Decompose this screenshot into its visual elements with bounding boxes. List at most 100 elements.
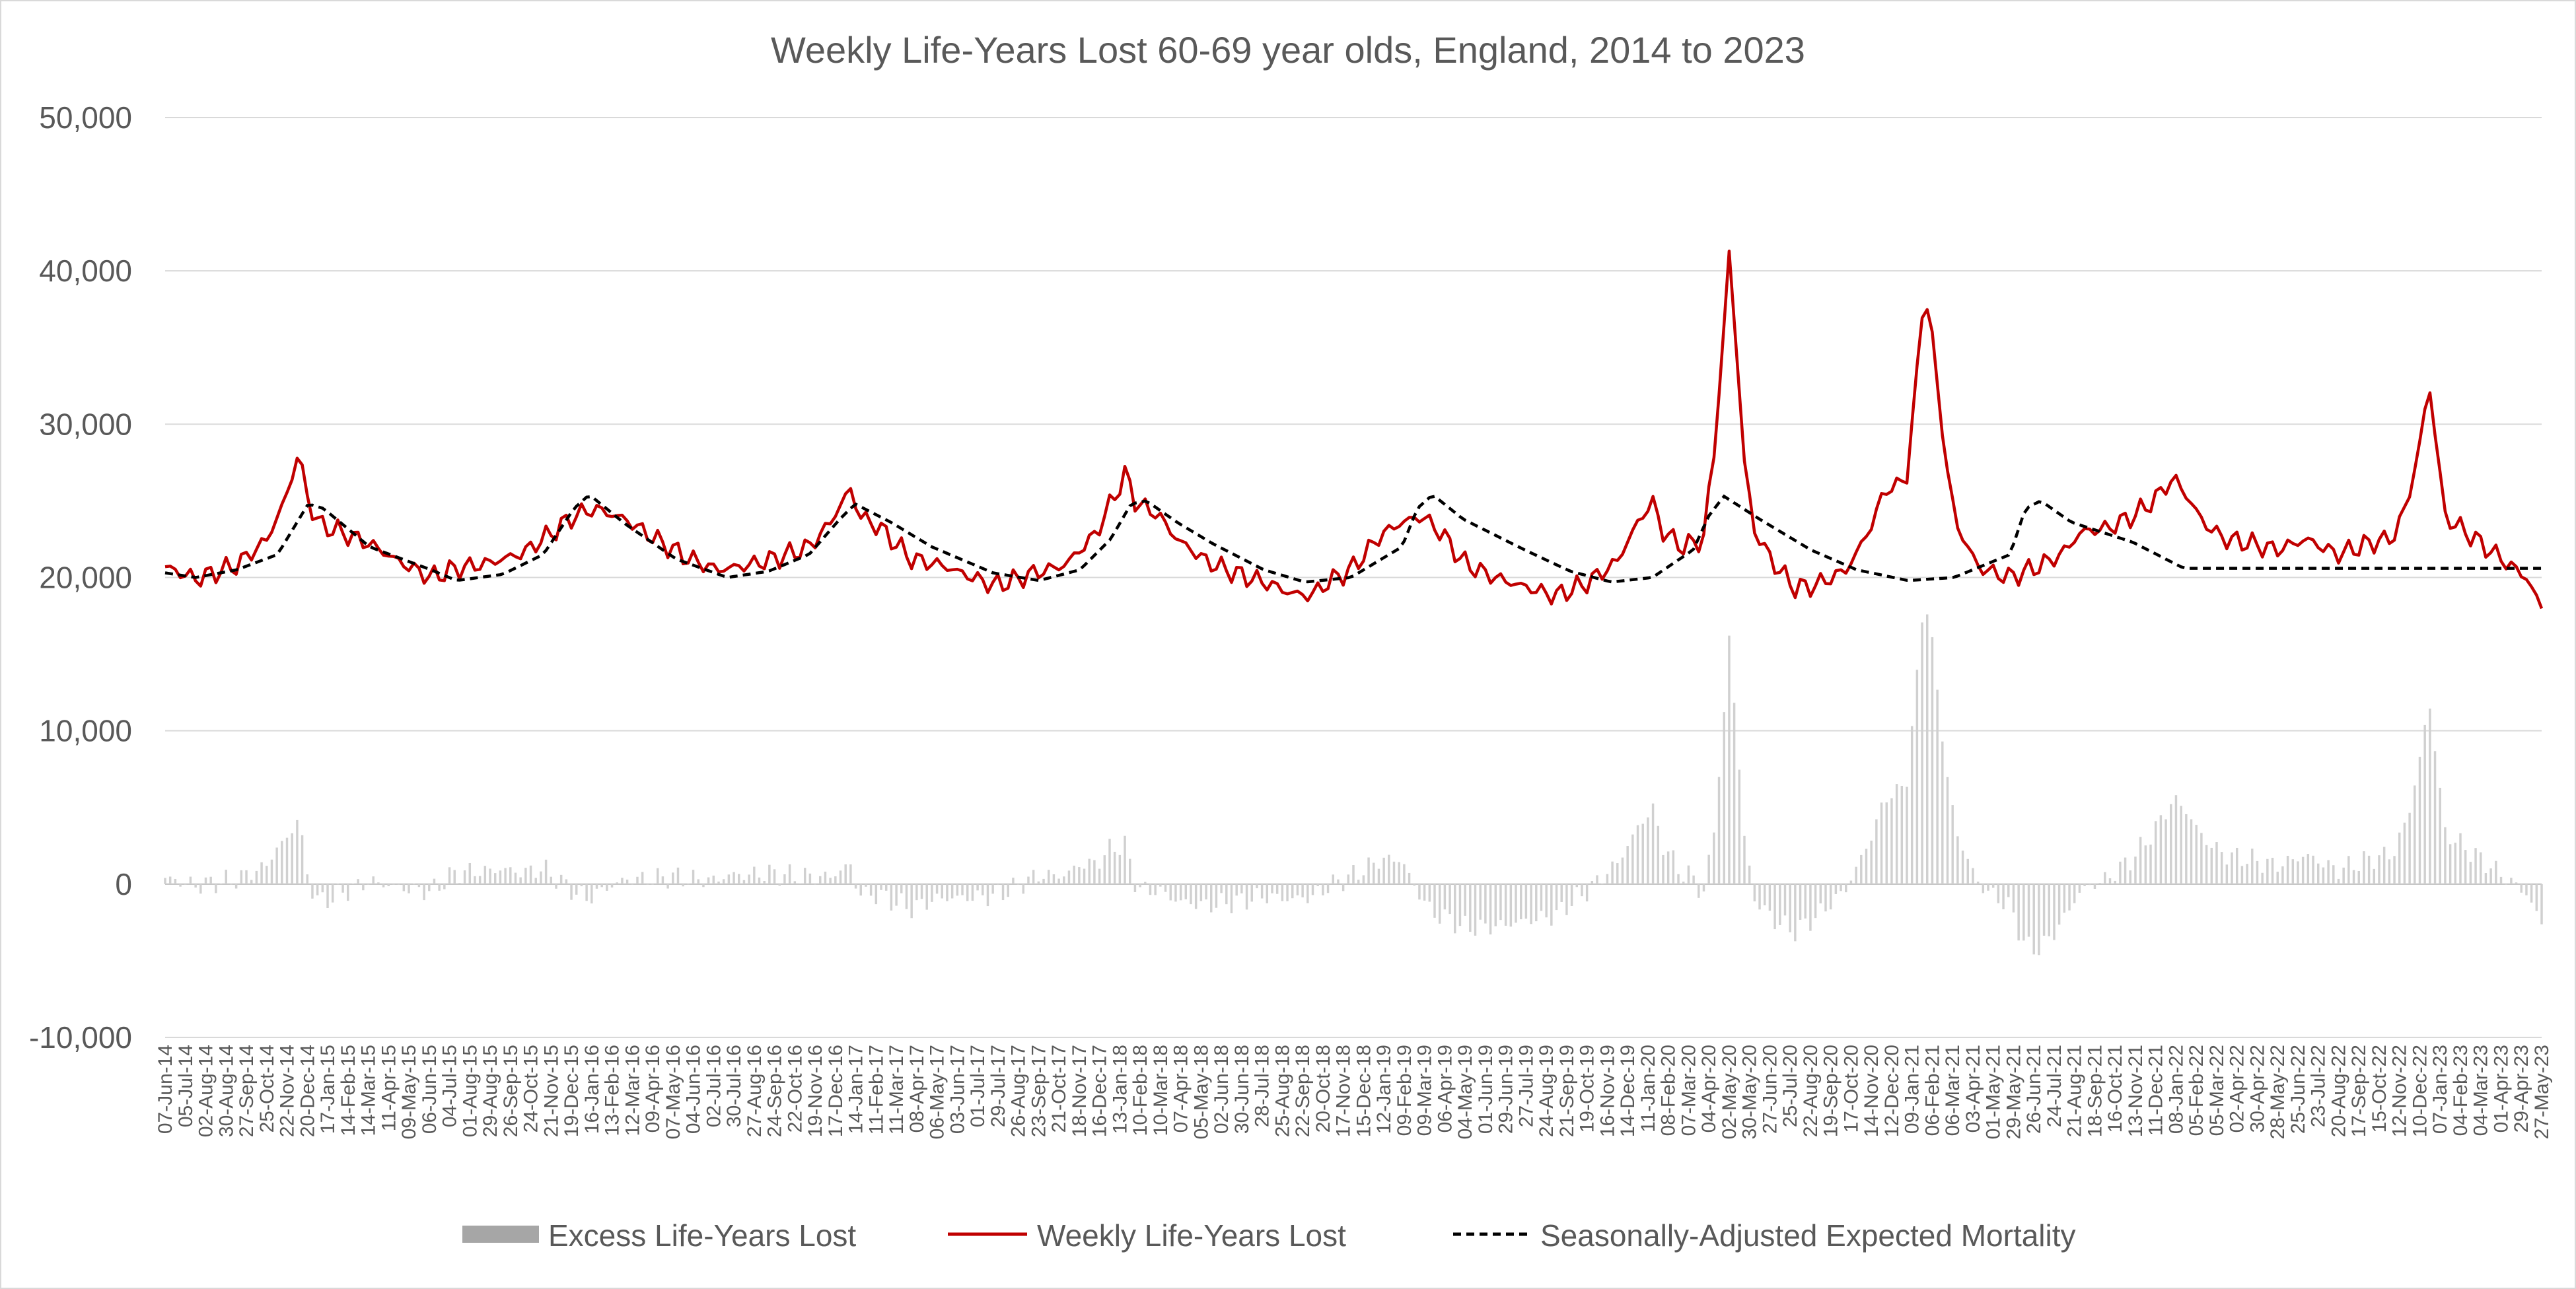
excess-bar: [1702, 884, 1705, 891]
excess-bar: [1413, 884, 1415, 886]
excess-bar: [788, 864, 791, 884]
excess-bar: [956, 884, 959, 896]
x-tick-label: 27-Jun-20: [1759, 1045, 1781, 1134]
x-tick-label: 29-Jul-17: [987, 1045, 1009, 1127]
excess-bar: [931, 884, 933, 902]
excess-bar: [1291, 884, 1294, 899]
excess-bar: [2154, 821, 2157, 884]
excess-bar: [2048, 884, 2050, 936]
excess-bar: [1885, 802, 1888, 884]
excess-bar: [234, 884, 238, 889]
excess-bar: [306, 874, 308, 884]
excess-bar: [1575, 884, 1579, 888]
excess-bar: [1504, 884, 1507, 926]
x-tick-label: 29-May-21: [2003, 1045, 2024, 1139]
excess-bar: [504, 868, 507, 884]
excess-bar: [463, 870, 466, 884]
excess-bar: [270, 859, 273, 884]
excess-bar: [453, 870, 456, 884]
excess-bar: [382, 884, 385, 888]
excess-bar: [2459, 833, 2462, 884]
excess-bar: [1078, 867, 1081, 884]
x-tick-label: 01-Aug-15: [459, 1045, 481, 1137]
excess-bar: [2038, 884, 2040, 956]
x-tick-label: 25-Jun-22: [2287, 1045, 2309, 1134]
x-tick-label: 10-Feb-18: [1129, 1045, 1151, 1136]
excess-bar: [1454, 884, 1456, 934]
y-tick-label: 30,000: [39, 407, 132, 441]
excess-bar: [2337, 878, 2340, 884]
excess-bar: [748, 874, 750, 884]
legend-label-expected: Seasonally-Adjusted Expected Mortality: [1540, 1218, 2076, 1253]
excess-bar: [2499, 876, 2503, 884]
excess-bar: [245, 870, 248, 884]
excess-bar: [1545, 884, 1548, 918]
x-tick-label: 07-Jan-23: [2429, 1045, 2451, 1134]
excess-bar: [2266, 858, 2269, 884]
excess-bar: [819, 876, 822, 884]
excess-bar: [2134, 856, 2137, 884]
excess-bar: [204, 877, 207, 884]
excess-bar: [1428, 884, 1431, 902]
excess-bar: [357, 879, 359, 884]
x-tick-label: 22-Oct-16: [784, 1045, 806, 1132]
x-tick-label: 12-Mar-16: [622, 1045, 643, 1136]
x-tick-label: 08-Apr-17: [906, 1045, 928, 1132]
excess-bar: [1997, 884, 2000, 903]
excess-bar: [900, 884, 903, 893]
excess-bar: [1388, 854, 1390, 884]
excess-bar: [1169, 884, 1172, 901]
series-weekly-life-years-lost: [164, 250, 2544, 610]
excess-bar: [1494, 884, 1497, 926]
excess-bar: [1647, 817, 1649, 884]
excess-bar: [184, 884, 187, 885]
excess-bar: [2414, 785, 2416, 884]
excess-bar: [1037, 881, 1040, 884]
excess-bar: [646, 884, 649, 885]
excess-bar: [468, 862, 472, 884]
excess-bar: [1382, 857, 1385, 884]
excess-bar: [2398, 832, 2401, 884]
excess-bar: [803, 868, 806, 884]
x-tick-label: 26-Aug-17: [1008, 1045, 1030, 1137]
x-tick-label: 09-Mar-19: [1414, 1045, 1436, 1136]
excess-bar: [763, 881, 766, 884]
excess-bar: [168, 876, 172, 884]
excess-bar: [2159, 815, 2163, 884]
excess-bar: [2347, 856, 2350, 884]
excess-bar: [189, 876, 192, 884]
excess-bar: [692, 870, 695, 884]
excess-bar: [1687, 865, 1690, 884]
excess-bar: [2363, 851, 2365, 884]
legend-swatch-excess: [462, 1226, 539, 1243]
excess-bar: [1966, 858, 1969, 884]
x-tick-label: 01-Jul-17: [967, 1045, 989, 1127]
excess-bar: [448, 867, 451, 884]
excess-bar: [1900, 786, 1904, 884]
excess-bar: [1144, 882, 1147, 884]
x-tick-label: 09-Jan-21: [1902, 1045, 1923, 1134]
excess-bar: [1398, 862, 1400, 884]
excess-bar: [499, 870, 502, 884]
excess-bar: [986, 884, 989, 907]
excess-bar: [2403, 822, 2406, 884]
excess-bar: [651, 884, 654, 885]
excess-bar: [1636, 825, 1639, 884]
x-tick-label: 30-Aug-14: [215, 1045, 237, 1137]
excess-bar: [260, 862, 263, 884]
excess-bar: [240, 870, 243, 884]
excess-bar: [402, 884, 406, 891]
excess-bar: [1159, 884, 1162, 887]
excess-bar: [641, 872, 644, 884]
excess-bar: [1865, 849, 1868, 884]
excess-bar: [1509, 884, 1513, 927]
excess-bar: [1281, 884, 1284, 901]
excess-bar: [1022, 884, 1025, 894]
excess-bar: [550, 876, 553, 884]
excess-bar: [1915, 670, 1919, 884]
excess-bar: [727, 874, 731, 884]
excess-bar: [738, 874, 740, 884]
excess-bar: [997, 884, 999, 886]
excess-bar: [1433, 884, 1436, 918]
excess-bar: [1809, 884, 1812, 931]
